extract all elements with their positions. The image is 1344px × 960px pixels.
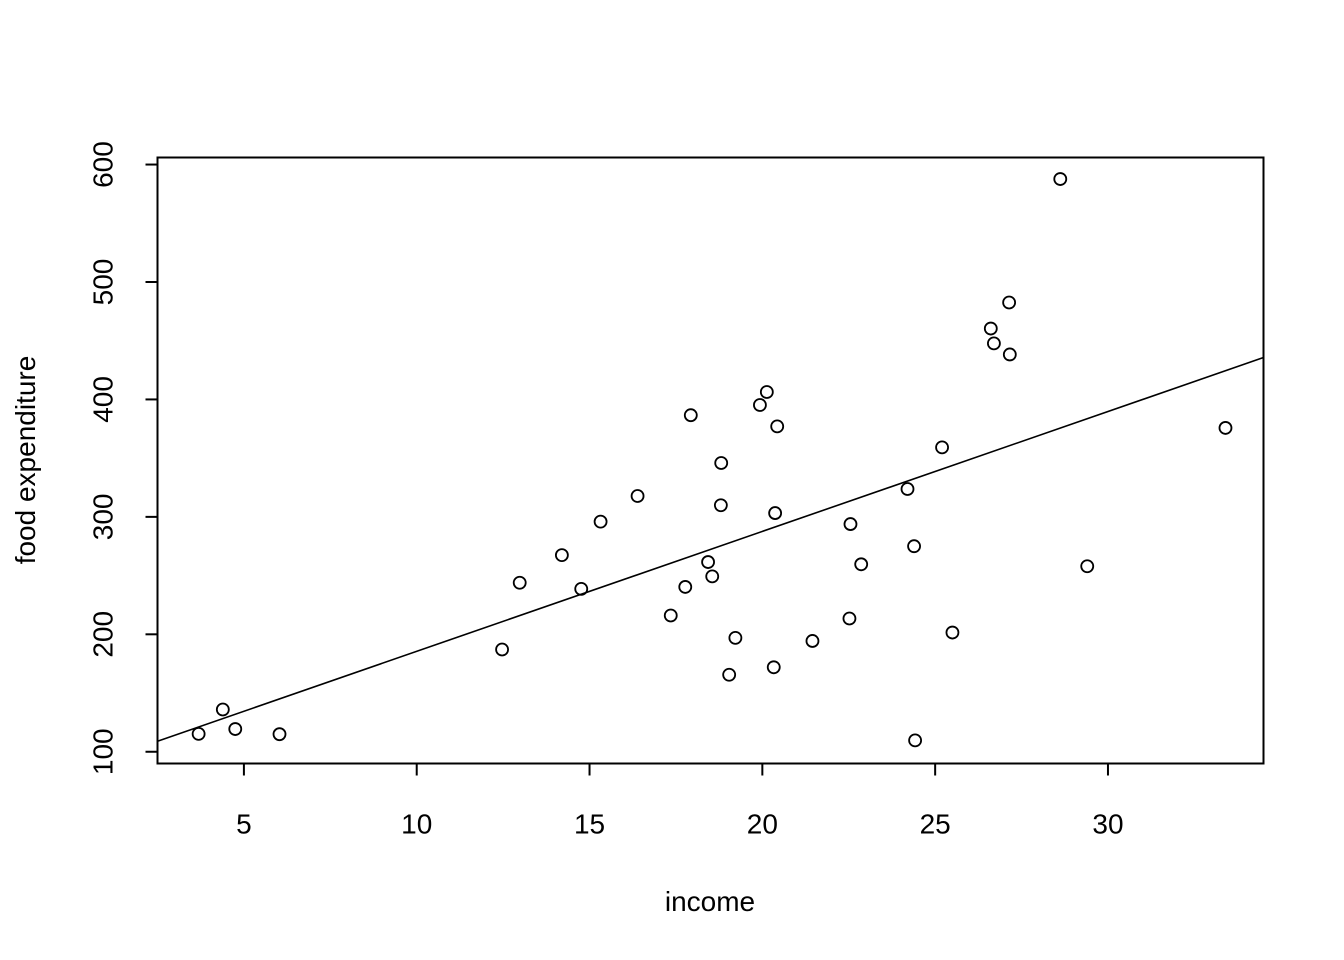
y-tick-label: 400 (88, 376, 119, 423)
data-point (900, 482, 915, 496)
data-point (759, 385, 774, 399)
y-tick-label: 500 (88, 259, 119, 306)
x-tick-label: 20 (747, 809, 778, 840)
data-point (714, 456, 729, 470)
data-point (1053, 172, 1068, 186)
regression-line (157, 356, 1264, 743)
x-tick-label: 25 (920, 809, 951, 840)
data-point (1002, 347, 1017, 362)
data-point (987, 336, 1001, 351)
data-point (766, 660, 781, 675)
data-point (805, 634, 820, 648)
x-axis-label: income (665, 886, 755, 917)
regression-line-group (157, 356, 1264, 743)
data-point (512, 575, 527, 590)
data-point (907, 539, 921, 554)
data-point (272, 727, 287, 742)
y-tick-label: 600 (88, 141, 119, 188)
data-point (945, 625, 960, 640)
y-tick-label: 300 (88, 494, 119, 541)
data-point (713, 498, 728, 513)
data-point (935, 440, 949, 455)
data-point (593, 514, 608, 529)
data-point (683, 408, 698, 423)
data-point (983, 321, 998, 336)
data-point (770, 419, 785, 434)
data-point (1080, 559, 1095, 574)
x-axis: 5 10 15 20 25 30 (236, 763, 1124, 840)
data-point (842, 611, 857, 626)
data-point (554, 548, 569, 563)
x-tick-label: 10 (401, 809, 432, 840)
data-point (1218, 421, 1233, 435)
data-point (701, 555, 715, 569)
data-point (1002, 295, 1017, 310)
x-tick-label: 15 (574, 809, 605, 840)
data-point (678, 580, 693, 594)
data-point (854, 557, 869, 572)
data-point (191, 727, 206, 741)
data-point (768, 506, 783, 520)
y-axis-label: food expenditure (10, 356, 41, 565)
data-point (705, 569, 720, 584)
plot-frame (156, 156, 1265, 765)
data-point (663, 608, 678, 623)
data-point (495, 642, 509, 657)
data-point (630, 489, 645, 503)
data-point (843, 517, 858, 531)
y-tick-label: 200 (88, 611, 119, 658)
x-tick-label: 30 (1092, 809, 1123, 840)
data-point (728, 630, 743, 645)
data-point (215, 702, 230, 717)
data-point (753, 398, 767, 412)
data-point (908, 733, 923, 748)
x-tick-label: 5 (236, 809, 252, 840)
data-point (722, 667, 737, 682)
data-point (228, 722, 243, 736)
y-tick-label: 100 (88, 728, 119, 775)
data-points (191, 172, 1233, 748)
data-point (574, 581, 589, 596)
y-axis: 100 200 300 400 500 600 (88, 141, 158, 775)
